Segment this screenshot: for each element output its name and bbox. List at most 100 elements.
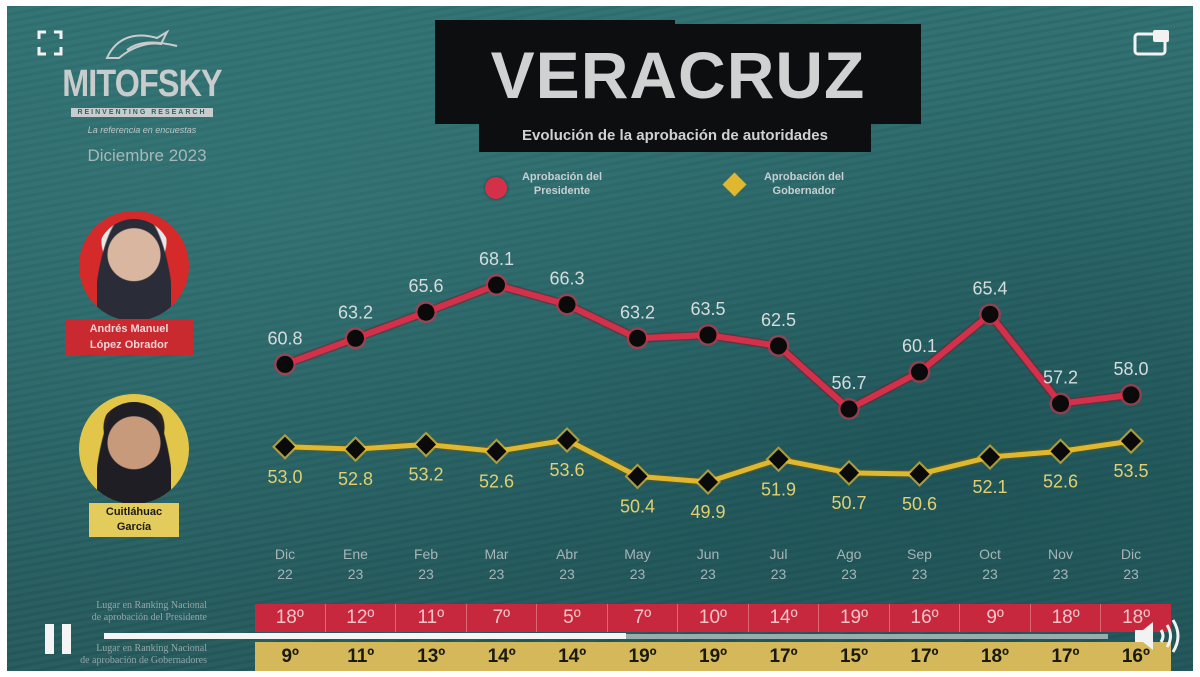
ranking-governor-cell: 19º bbox=[699, 646, 728, 667]
volume-icon[interactable] bbox=[1131, 618, 1187, 654]
ranking-president-cell: 9º bbox=[960, 604, 1031, 632]
approval-line-chart: 60.8 63.2 65.6 68.1 66.3 63.2 63.5 62.5 56.7 60.1… bbox=[267, 249, 1149, 522]
ranking-governor-cell: 16º bbox=[1121, 646, 1150, 667]
governor-data-point: 53.2 bbox=[408, 431, 444, 485]
governor-data-point: 52.6 bbox=[479, 438, 514, 491]
brand-name: MITOFSKY bbox=[62, 63, 222, 105]
svg-text:49.9: 49.9 bbox=[690, 502, 725, 522]
video-frame[interactable]: MITOFSKY REINVENTING RESEARCH La referen… bbox=[7, 6, 1193, 671]
pause-icon-bar bbox=[62, 624, 71, 654]
ranking-governor-cell: 19º bbox=[628, 646, 657, 667]
x-axis-month-label: Nov 23 bbox=[1031, 544, 1091, 584]
ranking-governor-cell: 17º bbox=[910, 646, 939, 667]
month-name: Dic bbox=[1120, 546, 1142, 562]
title-background bbox=[435, 20, 921, 124]
ranking-governor-row: 9º 11º 13º 14º 14º 19º 19º 17º 15º 17º 18º 17º 16º bbox=[255, 642, 1171, 671]
svg-text:52.6: 52.6 bbox=[479, 471, 514, 491]
svg-text:56.7: 56.7 bbox=[831, 373, 866, 393]
mitofsky-logo: MITOFSKY REINVENTING RESEARCH La referen… bbox=[47, 28, 237, 135]
x-axis-month-label: Abr 23 bbox=[537, 544, 597, 584]
ranking-governor-cell: 9º bbox=[281, 646, 299, 667]
ranking-president-cell: 14º bbox=[749, 604, 820, 632]
svg-text:62.5: 62.5 bbox=[761, 310, 796, 330]
president-data-point: 57.2 bbox=[1043, 368, 1078, 415]
ranking-governor-cell: 17º bbox=[769, 646, 798, 667]
governor-name-label: Cuitláhuac García bbox=[89, 503, 179, 537]
x-axis-month-label: Ago 23 bbox=[819, 544, 879, 584]
ranking-president-cell: 16º bbox=[890, 604, 961, 632]
legend-governor-line2: Gobernador bbox=[772, 185, 836, 197]
x-axis-month-label: May 23 bbox=[608, 544, 668, 584]
month-year: 23 bbox=[700, 566, 716, 582]
month-year: 23 bbox=[488, 566, 505, 582]
svg-text:60.1: 60.1 bbox=[902, 336, 937, 356]
month-name: Jul bbox=[769, 546, 788, 562]
x-axis-month-label: Jun 23 bbox=[678, 544, 738, 584]
president-data-point: 60.8 bbox=[267, 328, 303, 376]
ranking-president-label: Lugar en Ranking Nacional de aprobación … bbox=[47, 600, 207, 624]
month-name: Mar bbox=[484, 546, 509, 562]
svg-text:66.3: 66.3 bbox=[549, 269, 584, 289]
svg-text:58.0: 58.0 bbox=[1113, 359, 1148, 379]
president-name-line1: Andrés Manuel bbox=[89, 323, 169, 335]
ranking-governor-cell: 11º bbox=[347, 646, 375, 667]
governor-data-point: 53.6 bbox=[549, 427, 585, 480]
governor-data-point: 52.1 bbox=[972, 444, 1008, 497]
progress-bar-played[interactable] bbox=[104, 633, 626, 639]
ranking-president-cell: 10º bbox=[678, 604, 749, 632]
ranking-president-label-line1: Lugar en Ranking Nacional bbox=[96, 600, 207, 611]
president-data-point: 65.4 bbox=[972, 278, 1008, 326]
pause-button[interactable] bbox=[45, 624, 73, 654]
president-data-point: 63.2 bbox=[620, 302, 655, 350]
president-data-point: 58.0 bbox=[1113, 359, 1149, 406]
president-data-point: 63.2 bbox=[338, 302, 373, 350]
month-name: Ene bbox=[343, 546, 368, 562]
governor-data-point: 51.9 bbox=[761, 446, 796, 499]
picture-in-picture-icon[interactable] bbox=[1133, 28, 1171, 56]
fullscreen-icon[interactable] bbox=[37, 30, 63, 56]
brand-tagline: REINVENTING RESEARCH bbox=[71, 108, 213, 117]
svg-text:63.2: 63.2 bbox=[338, 302, 373, 322]
month-year: 23 bbox=[1123, 566, 1139, 582]
ranking-president-cell: 19º bbox=[819, 604, 890, 632]
ranking-governor-cell: 17º bbox=[1051, 646, 1080, 667]
president-data-point: 68.1 bbox=[479, 249, 514, 296]
ranking-president-cell: 7º bbox=[467, 604, 538, 632]
month-name: Jun bbox=[696, 546, 720, 562]
svg-text:65.6: 65.6 bbox=[408, 276, 443, 296]
ranking-president-cell: 5º bbox=[537, 604, 608, 632]
month-year: 23 bbox=[982, 566, 998, 582]
ranking-president-cell: 11º bbox=[396, 604, 467, 632]
month-name: Sep bbox=[907, 546, 932, 562]
ranking-governor-cell: 18º bbox=[980, 646, 1009, 667]
ranking-president-cell: 18º bbox=[1122, 607, 1151, 628]
legend-governor: Aprobación del Gobernador bbox=[749, 170, 859, 198]
month-year: 23 bbox=[347, 566, 364, 582]
president-data-point: 63.5 bbox=[690, 299, 726, 347]
ranking-president-cell: 18º bbox=[255, 604, 326, 632]
legend-president: Aprobación del Presidente bbox=[507, 170, 617, 198]
svg-text:53.2: 53.2 bbox=[408, 465, 443, 485]
ranking-president-cell: 12º bbox=[326, 604, 397, 632]
x-axis-month-label: Dic 22 bbox=[255, 544, 315, 584]
svg-text:65.4: 65.4 bbox=[972, 278, 1007, 298]
month-year: 22 bbox=[277, 566, 293, 582]
ranking-governor-cell: 15º bbox=[839, 646, 869, 667]
svg-text:60.8: 60.8 bbox=[267, 328, 302, 348]
legend-president-line1: Aprobación del bbox=[521, 171, 603, 183]
month-name: Nov bbox=[1048, 546, 1073, 562]
president-data-point: 65.6 bbox=[408, 276, 444, 324]
ranking-president-cell: 18º bbox=[1031, 604, 1102, 632]
ranking-governor-label-line2: de aprobación de Gobernadores bbox=[80, 655, 207, 666]
president-avatar bbox=[79, 211, 189, 321]
x-axis-month-label: Jul 23 bbox=[749, 544, 809, 584]
ranking-president-row: 18º 12º 11º 7º 5º 7º 10º 14º 19º 16º 9º 18º 18º bbox=[255, 604, 1171, 632]
month-name: Abr bbox=[556, 546, 578, 562]
governor-avatar bbox=[79, 394, 189, 504]
legend-president-line2: Presidente bbox=[533, 185, 591, 197]
svg-text:52.6: 52.6 bbox=[1043, 471, 1078, 491]
svg-text:50.6: 50.6 bbox=[902, 494, 937, 514]
ranking-president-label-line2: de aprobación del Presidente bbox=[91, 612, 207, 623]
svg-text:50.7: 50.7 bbox=[831, 493, 866, 513]
ranking-president-cell: 7º bbox=[608, 604, 679, 632]
